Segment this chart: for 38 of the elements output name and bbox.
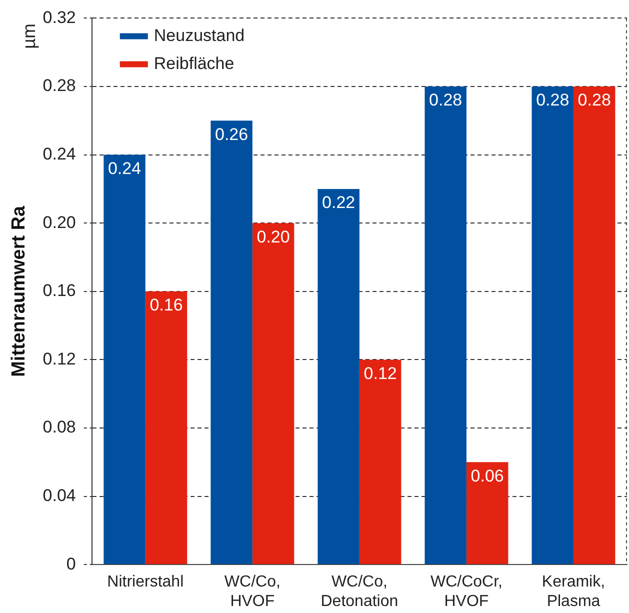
data-label: 0.22 [322,193,356,212]
data-label: 0.12 [364,364,397,383]
x-tick-label: WC/Co, Detonation [320,574,398,610]
x-tick-label: WC/Co, HVOF [224,574,280,610]
x-tick-label: Keramik, Plasma [542,574,606,610]
data-label: 0.28 [429,90,462,110]
bar [532,86,574,564]
y-tick-label: 0.20 [42,212,76,232]
text: µm [18,24,39,49]
y-tick-label: 0.28 [42,76,76,96]
bar [104,154,146,564]
y-tick-label: 0 [66,554,76,574]
y-tick-label: 0.16 [42,281,76,300]
bar [573,86,616,564]
y-axis-title: Mittenraumwert Ra [8,205,30,377]
bar [359,360,402,564]
y-tick-label: 0.12 [42,349,76,368]
bar [210,120,252,564]
data-label: 0.28 [536,90,570,110]
data-label: 0.06 [470,466,504,486]
y-tick-label: 0.24 [42,144,76,164]
legend-label: Neuzustand [154,26,245,45]
bar [145,291,188,564]
y-tick-label: 0.08 [42,418,76,437]
bar [318,188,360,564]
data-label: 0.26 [215,124,248,144]
y-tick-label: 0.32 [42,8,76,27]
bar [252,223,294,564]
x-tick-label: Nitrierstahl [107,574,184,591]
x-tick-label: WC/CoCr, HVOF [430,574,502,610]
bar [466,462,508,564]
y-tick-label: 0.04 [42,486,76,505]
data-label: 0.16 [150,296,183,315]
data-label: 0.28 [578,90,611,110]
legend-label: Reibfläche [154,54,234,73]
bar [424,86,466,564]
data-label: 0.24 [108,158,142,178]
data-label: 0.20 [256,227,290,246]
